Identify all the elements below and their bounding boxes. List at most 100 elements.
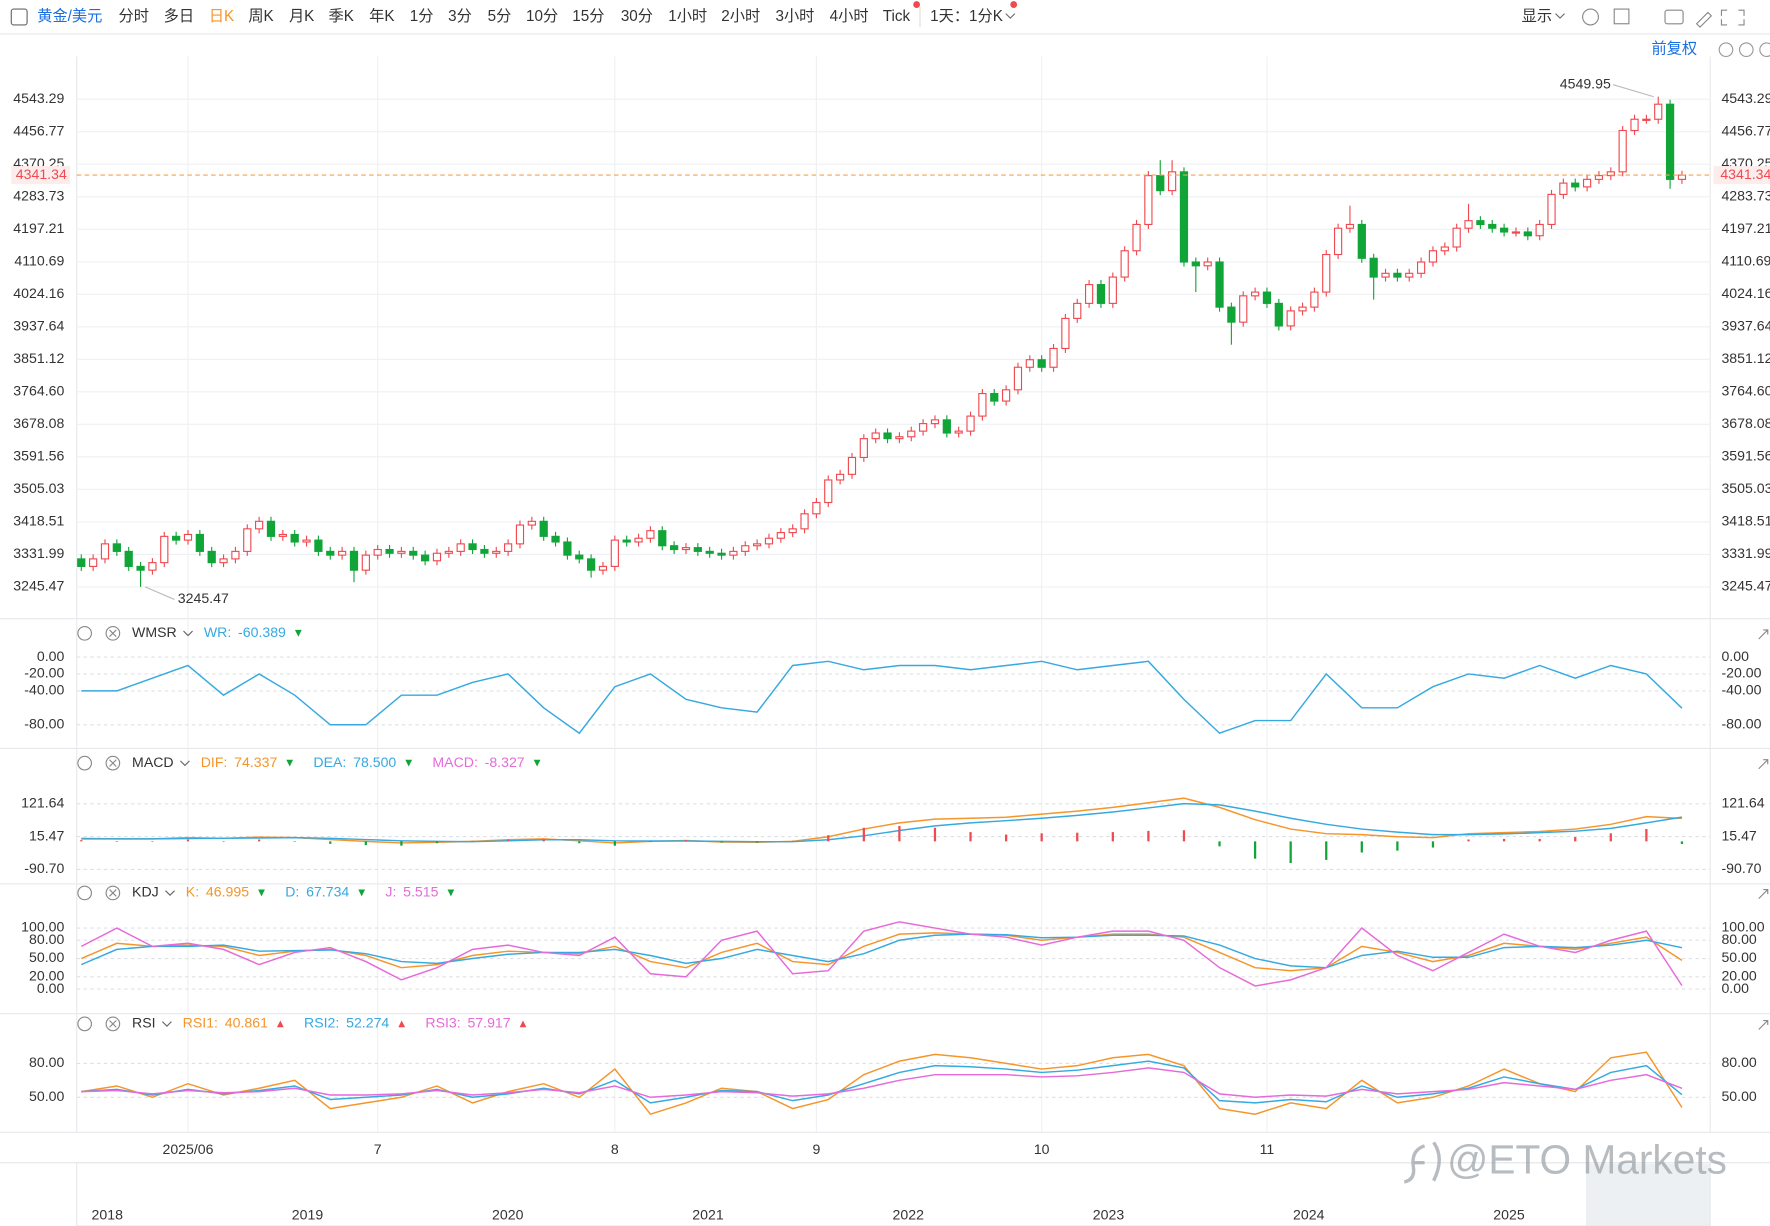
candle-body [1084,284,1094,304]
undo-icon[interactable] [1718,42,1734,58]
y-tick-label: 20.00 [29,968,64,984]
x-tick-label: 8 [611,1141,619,1157]
close-x [109,629,117,638]
x-tick-label: 11 [1260,1141,1275,1157]
timeframe-tab[interactable]: 2小时 [721,8,760,25]
y-tick-label-right: 50.00 [1721,949,1756,965]
navigator-window[interactable] [1586,1163,1711,1226]
timeframe-tab[interactable]: 15分 [572,8,604,25]
fullscreen-icon[interactable] [1720,9,1745,26]
timeframe-tab[interactable]: 10分 [526,8,558,25]
candle-body [1191,261,1200,267]
timeframe-tab[interactable]: 季K [328,8,353,25]
timeframe-tab[interactable]: 周K [248,8,273,25]
timeframe-tab[interactable]: 3小时 [776,8,815,25]
indicator-title[interactable]: MACD [132,754,174,770]
candle-body [1001,389,1011,402]
candle-body [669,545,679,551]
close-icon[interactable] [105,885,121,901]
timeframe-tab[interactable]: 30分 [621,8,653,25]
timeframe-tab[interactable]: 4小时 [830,8,869,25]
timeframe-tab[interactable]: 年K [369,8,394,25]
y-tick-label: 3591.56 [13,448,64,464]
adjust-button[interactable]: 前复权 [1651,41,1697,58]
candle-body [290,533,299,543]
chevron [183,630,193,637]
y-tick-label: 4283.73 [13,187,64,203]
timeframe-tab[interactable]: 分时 [119,8,149,25]
candle-body [1677,174,1687,180]
histogram-bar [1289,841,1292,864]
candle-body [741,545,750,552]
menu-icon[interactable] [10,8,28,26]
expand-icon[interactable] [1758,629,1769,640]
indicator-title[interactable]: RSI [132,1015,156,1031]
indicator-title[interactable]: KDJ [132,884,159,900]
y-tick-label-right: 0.00 [1721,980,1749,996]
expand-icon[interactable] [1758,888,1769,899]
candle-body [551,535,560,543]
candle-body [456,543,465,552]
draw-icon[interactable] [1695,11,1713,28]
timeframe-tab[interactable]: 1分 [410,8,434,25]
y-tick-label-right: 4110.69 [1721,253,1770,269]
display-menu[interactable]: 显示 [1522,8,1552,25]
candle-body [1559,182,1568,195]
candle-body [563,541,572,556]
zoom-in-icon[interactable] [1759,42,1770,58]
timeframe-tab[interactable]: 1天：1分K [930,8,1003,25]
chevron [161,1021,172,1027]
histogram-bar [1396,841,1399,851]
candle-body [800,513,809,530]
timeframe-tab[interactable]: 日K [209,8,234,25]
year-label: 2020 [492,1207,524,1223]
candle-body [824,479,833,504]
expand-icon[interactable] [1758,1019,1769,1030]
y-tick-label: 80.00 [29,1054,64,1070]
y-tick-label-right: 4283.73 [1721,187,1770,203]
histogram-bar [471,840,474,842]
timeframe-tab[interactable]: Tick [883,8,911,25]
y-tick-label: 121.64 [21,794,64,810]
candle-body [124,550,133,567]
candle-body [1405,272,1414,278]
settings-icon[interactable] [77,755,92,771]
y-tick-label: -20.00 [24,665,64,681]
y-tick-label-right: 3331.99 [1721,545,1770,561]
candle-body [1630,118,1639,132]
close-icon[interactable] [105,1016,121,1032]
zoom-out-icon[interactable] [1738,42,1754,58]
legend-value: -8.327 [485,754,525,770]
settings-icon[interactable] [77,885,92,901]
layout-icon[interactable] [1613,8,1630,25]
candle-body [1037,359,1046,368]
close-x [109,889,117,897]
settings-icon[interactable] [77,1016,92,1032]
price-tag-bg [11,166,70,185]
indicator-title[interactable]: WMSR [132,624,177,640]
timeframe-tab[interactable]: 1小时 [668,8,707,25]
trend-marker [398,1020,406,1028]
close-icon[interactable] [105,625,121,641]
settings-icon[interactable] [1582,8,1599,26]
candle-body [432,552,442,562]
candle-body [1499,227,1509,233]
candle-body [966,415,975,432]
y-tick-label: 4543.29 [13,90,64,106]
timeframe-tab[interactable]: 5分 [488,8,512,25]
trend-marker [276,1020,284,1028]
timeframe-tab[interactable]: 黄金/美元 [37,8,102,25]
legend-name: MACD: [432,754,477,770]
timeframe-tab[interactable]: 3分 [448,8,472,25]
settings-icon[interactable] [77,625,92,641]
camera-icon[interactable] [1664,9,1684,25]
y-tick-label: 4456.77 [13,122,64,138]
close-icon[interactable] [105,755,121,771]
timeframe-tab[interactable]: 多日 [164,8,194,25]
timeframe-tab[interactable]: 月K [289,8,314,25]
candle-body [1665,103,1675,180]
candle-body [231,550,240,560]
expand-icon[interactable] [1758,759,1769,770]
candle-body [1262,291,1272,304]
